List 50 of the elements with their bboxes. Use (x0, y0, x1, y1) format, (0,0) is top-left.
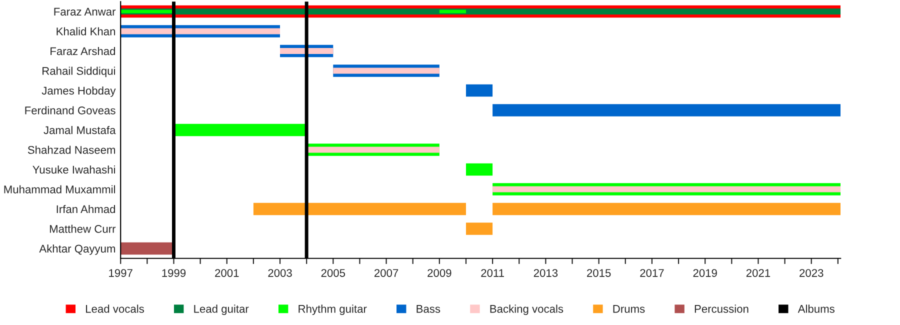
x-tick-label: 2003 (268, 269, 292, 277)
y-tick-label: Muhammad Muxammil (4, 185, 116, 194)
x-tick-label: 2005 (321, 269, 346, 277)
y-tick-label: Akhtar Qayyum (39, 244, 116, 255)
bar (280, 48, 334, 54)
y-tick-label: Matthew Curr (50, 224, 116, 233)
x-tick-label: 2019 (693, 269, 717, 277)
bar (333, 68, 440, 74)
x-tick-label: 2009 (428, 269, 452, 277)
x-tick-label: 2017 (640, 269, 664, 277)
legend-label: Lead vocals (86, 304, 144, 313)
y-tick-label: Irfan Ahmad (56, 204, 116, 214)
x-tick-label: 2001 (215, 269, 239, 277)
bar (253, 202, 466, 216)
y-tick-label: Faraz Anwar (54, 8, 116, 16)
y-tick-label: Jamal Mustafa (44, 126, 116, 134)
bar (466, 84, 493, 97)
y-tick-label: Ferdinand Goveas (25, 106, 116, 114)
x-tick-label: 2023 (800, 269, 824, 277)
y-tick-label: Khalid Khan (56, 27, 116, 36)
bar (492, 186, 841, 192)
bar (120, 8, 841, 14)
bar (306, 146, 440, 153)
bar (120, 28, 280, 34)
bar (439, 10, 466, 14)
bar (174, 124, 307, 136)
x-tick-label: 2007 (374, 269, 398, 277)
y-tick-label: Faraz Arshad (50, 46, 116, 56)
legend-label: Lead guitar (194, 304, 249, 315)
x-tick-label: 2011 (481, 269, 504, 277)
x-tick-label: 2013 (534, 269, 558, 277)
bar (466, 222, 493, 235)
bar (492, 104, 841, 116)
bar (120, 242, 174, 255)
y-tick-label: Shahzad Naseem (28, 146, 116, 154)
y-tick-label: Yusuke Iwahashi (32, 165, 115, 174)
bar (466, 163, 493, 176)
y-tick-label: Rahail Siddiqui (42, 66, 115, 78)
legend-label: Percussion (694, 304, 748, 313)
legend-label: Rhythm guitar (298, 304, 367, 315)
legend-label: Backing vocals (490, 304, 564, 315)
legend-label: Drums (613, 305, 645, 313)
bar (492, 202, 841, 216)
y-tick-label: James Hobday (42, 86, 116, 97)
x-tick-label: 2015 (587, 269, 611, 277)
x-tick-label: 1999 (162, 269, 186, 277)
legend-label: Bass (416, 305, 440, 313)
legend-label: Albums (798, 304, 834, 313)
x-tick-label: 2021 (746, 269, 770, 277)
x-tick-label: 1997 (109, 269, 132, 277)
